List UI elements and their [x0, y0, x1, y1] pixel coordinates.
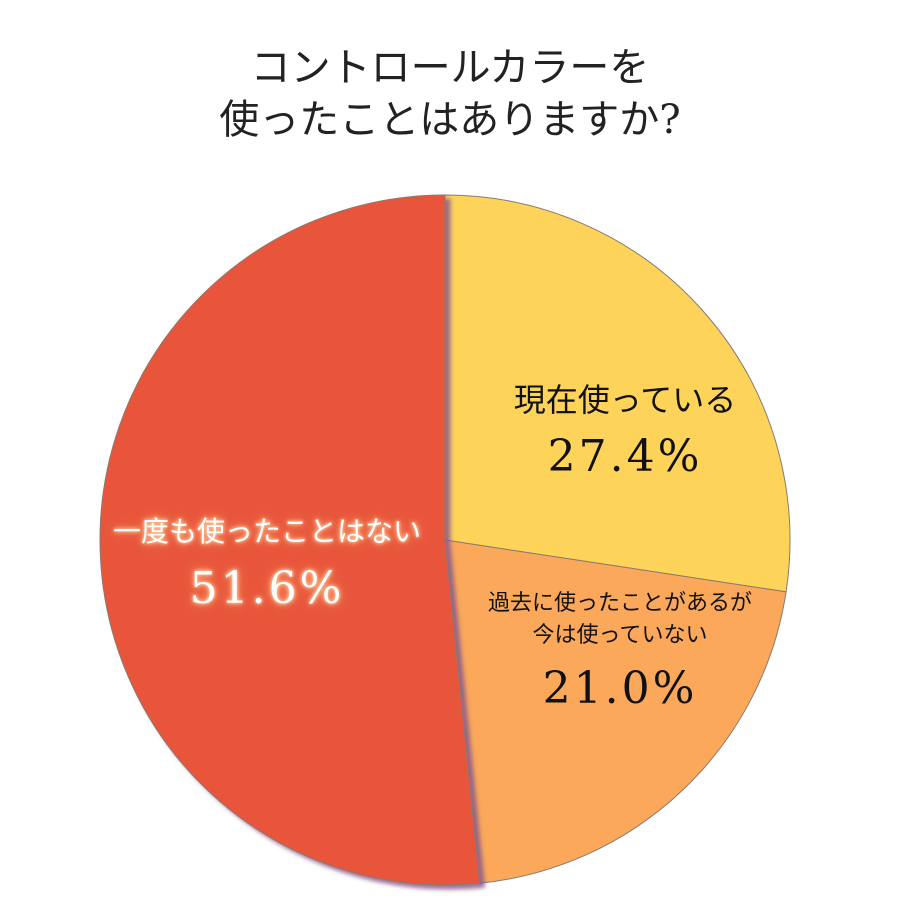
chart-title-line2: 使ったことはありますか? [219, 97, 681, 143]
slice-label-never: 一度も使ったことはない 51.6% [92, 510, 442, 624]
slice-value-current: 27.4% [547, 431, 703, 482]
pie-slices [99, 194, 791, 886]
slice-label-never-text: 一度も使ったことはない [112, 515, 421, 548]
slice-label-past-line1: 過去に使ったことがあるが [487, 591, 752, 616]
slice-value-never: 51.6% [189, 563, 345, 614]
chart-title: コントロールカラーを 使ったことはありますか? [0, 42, 900, 146]
slice-label-current: 現在使っている 27.4% [460, 378, 790, 492]
pie-slice-current [444, 194, 791, 593]
pie-slice-never [99, 194, 481, 886]
slice-value-past: 21.0% [542, 663, 698, 714]
chart-title-line1: コントロールカラーを [250, 45, 650, 91]
slice-label-past: 過去に使ったことがあるが 今は使っていない 21.0% [455, 588, 785, 726]
slice-label-current-text: 現在使っている [513, 381, 737, 419]
slice-label-past-line2: 今は使っていない [532, 623, 708, 648]
pie-slice-past [444, 539, 787, 884]
